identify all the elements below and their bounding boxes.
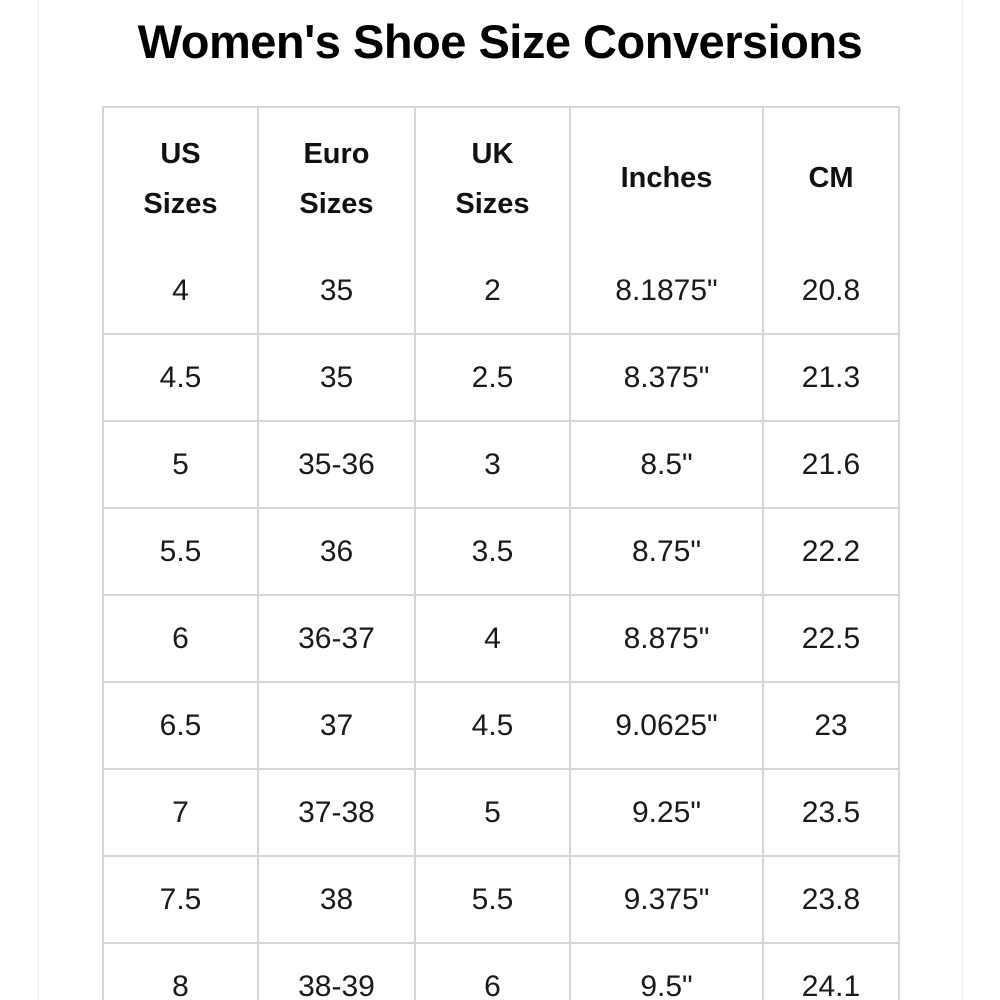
header-label-line: Sizes xyxy=(455,188,530,220)
cell-us: 7.5 xyxy=(102,855,259,944)
header-cm: CM xyxy=(762,106,900,248)
page-title: Women's Shoe Size Conversions xyxy=(137,15,863,68)
header-row: US Sizes Euro Sizes UK Sizes xyxy=(102,106,900,248)
cell-us: 4 xyxy=(102,248,259,335)
cell-euro: 36-37 xyxy=(257,594,416,683)
cell-inches: 8.875" xyxy=(569,594,764,683)
cell-inches: 9.5" xyxy=(569,942,764,1000)
cell-uk: 6 xyxy=(414,942,571,1000)
header-label-line: Inches xyxy=(620,162,713,194)
cell-cm: 23.8 xyxy=(762,855,900,944)
cell-inches: 8.1875" xyxy=(569,248,764,335)
cell-euro: 38-39 xyxy=(257,942,416,1000)
cell-euro: 35-36 xyxy=(257,420,416,509)
cell-uk: 3.5 xyxy=(414,507,571,596)
cell-uk: 2 xyxy=(414,248,571,335)
table-row: 6.5 37 4.5 9.0625" 23 xyxy=(102,681,900,770)
table-row: 7 37-38 5 9.25" 23.5 xyxy=(102,768,900,857)
header-inches: Inches xyxy=(569,106,764,248)
cell-cm: 23.5 xyxy=(762,768,900,857)
cell-cm: 20.8 xyxy=(762,248,900,335)
cell-uk: 5 xyxy=(414,768,571,857)
cell-uk: 4 xyxy=(414,594,571,683)
header-label-line: US xyxy=(160,138,201,170)
cell-cm: 22.2 xyxy=(762,507,900,596)
cell-us: 6.5 xyxy=(102,681,259,770)
cell-us: 8 xyxy=(102,942,259,1000)
table-row: 6 36-37 4 8.875" 22.5 xyxy=(102,594,900,683)
table-header: US Sizes Euro Sizes UK Sizes xyxy=(102,106,900,248)
cell-uk: 2.5 xyxy=(414,333,571,422)
cell-inches: 8.5" xyxy=(569,420,764,509)
cell-inches: 8.375" xyxy=(569,333,764,422)
header-euro-sizes: Euro Sizes xyxy=(257,106,416,248)
header-label-line: CM xyxy=(808,162,854,194)
cell-us: 5 xyxy=(102,420,259,509)
table-row: 5 35-36 3 8.5" 21.6 xyxy=(102,420,900,509)
header-label-line: Sizes xyxy=(299,188,374,220)
cell-cm: 21.6 xyxy=(762,420,900,509)
table-row: 7.5 38 5.5 9.375" 23.8 xyxy=(102,855,900,944)
table-row: 8 38-39 6 9.5" 24.1 xyxy=(102,942,900,1000)
cell-euro: 35 xyxy=(257,333,416,422)
cell-uk: 5.5 xyxy=(414,855,571,944)
table-row: 5.5 36 3.5 8.75" 22.2 xyxy=(102,507,900,596)
header-us-sizes: US Sizes xyxy=(102,106,259,248)
cell-us: 4.5 xyxy=(102,333,259,422)
cell-euro: 37 xyxy=(257,681,416,770)
cell-us: 5.5 xyxy=(102,507,259,596)
cell-euro: 36 xyxy=(257,507,416,596)
table-body: 4 35 2 8.1875" 20.8 4.5 35 2.5 8.375" 21… xyxy=(102,248,900,1000)
cell-inches: 9.0625" xyxy=(569,681,764,770)
header-label-line: UK xyxy=(471,138,514,170)
cell-inches: 9.375" xyxy=(569,855,764,944)
cell-euro: 38 xyxy=(257,855,416,944)
right-divider xyxy=(962,0,963,1000)
cell-cm: 22.5 xyxy=(762,594,900,683)
cell-inches: 8.75" xyxy=(569,507,764,596)
table-row: 4 35 2 8.1875" 20.8 xyxy=(102,248,900,335)
left-divider xyxy=(38,0,39,1000)
cell-cm: 21.3 xyxy=(762,333,900,422)
cell-cm: 24.1 xyxy=(762,942,900,1000)
cell-us: 6 xyxy=(102,594,259,683)
table-row: 4.5 35 2.5 8.375" 21.3 xyxy=(102,333,900,422)
cell-us: 7 xyxy=(102,768,259,857)
cell-euro: 37-38 xyxy=(257,768,416,857)
cell-uk: 3 xyxy=(414,420,571,509)
header-label-line: Euro xyxy=(303,138,370,170)
cell-inches: 9.25" xyxy=(569,768,764,857)
header-label-line: Sizes xyxy=(143,188,218,220)
header-uk-sizes: UK Sizes xyxy=(414,106,571,248)
size-conversion-table: US Sizes Euro Sizes UK Sizes xyxy=(102,106,900,1000)
cell-euro: 35 xyxy=(257,248,416,335)
cell-cm: 23 xyxy=(762,681,900,770)
cell-uk: 4.5 xyxy=(414,681,571,770)
